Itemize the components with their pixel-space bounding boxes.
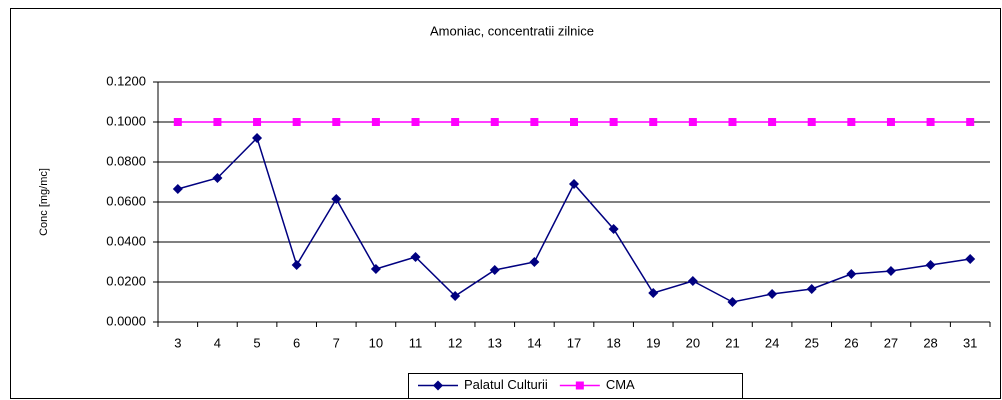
data-point [847, 118, 856, 126]
y-tick-label: 0.1200 [106, 73, 146, 88]
data-point [965, 254, 976, 264]
data-point [173, 118, 182, 126]
data-point [609, 118, 618, 126]
data-point [370, 264, 381, 274]
data-point [489, 265, 500, 275]
data-point [649, 118, 658, 126]
chart-title: Amoniac, concentratii zilnice [430, 23, 594, 38]
data-point [768, 118, 777, 126]
data-point [291, 260, 302, 270]
data-point [292, 118, 301, 126]
data-point [728, 118, 737, 126]
data-point [966, 118, 975, 126]
y-axis-label: Conc [mg/mc] [38, 168, 50, 236]
x-tick-label: 28 [923, 335, 937, 350]
legend-marker [433, 380, 443, 391]
data-point [253, 118, 262, 126]
data-point [885, 266, 896, 276]
y-tick-label: 0.1000 [106, 113, 146, 128]
x-tick-label: 20 [686, 335, 700, 350]
data-point [529, 257, 540, 267]
data-point [252, 133, 263, 143]
x-tick-label: 19 [646, 335, 660, 350]
x-tick-label: 11 [409, 335, 423, 350]
data-point [608, 224, 619, 234]
data-point [648, 288, 659, 298]
data-point [569, 179, 579, 189]
data-point [846, 269, 857, 279]
data-point [767, 289, 778, 299]
x-tick-label: 14 [527, 335, 541, 350]
y-tick-label: 0.0400 [106, 233, 146, 248]
data-point [806, 284, 817, 294]
data-point [490, 118, 499, 126]
x-tick-label: 10 [369, 335, 383, 350]
y-tick-label: 0.0600 [106, 193, 146, 208]
x-tick-label: 3 [174, 335, 181, 350]
data-point [450, 291, 461, 301]
x-tick-label: 4 [214, 335, 221, 350]
x-tick-label: 12 [448, 335, 462, 350]
y-tick-label: 0.0000 [106, 313, 146, 328]
x-tick-label: 18 [606, 335, 620, 350]
data-point [212, 173, 223, 183]
x-tick-label: 31 [963, 335, 977, 350]
data-point [213, 118, 222, 126]
x-tick-label: 7 [333, 335, 340, 350]
data-point [925, 260, 936, 270]
data-point [530, 118, 539, 126]
data-point [688, 118, 697, 126]
data-point [807, 118, 816, 126]
x-tick-label: 21 [725, 335, 739, 350]
data-point [451, 118, 460, 126]
x-tick-label: 13 [488, 335, 502, 350]
x-tick-label: 6 [293, 335, 300, 350]
x-tick-label: 17 [567, 335, 581, 350]
data-point [926, 118, 935, 126]
x-tick-label: 27 [884, 335, 898, 350]
y-tick-label: 0.0200 [106, 273, 146, 288]
legend-label: Palatul Culturii [464, 377, 548, 392]
data-point [570, 118, 578, 126]
data-point [411, 118, 420, 126]
data-point [687, 276, 698, 286]
data-point [332, 118, 341, 126]
chart-frame [10, 8, 1001, 399]
data-point [371, 118, 380, 126]
x-tick-label: 25 [804, 335, 818, 350]
x-tick-label: 5 [253, 335, 260, 350]
y-tick-label: 0.0800 [106, 153, 146, 168]
legend-marker [575, 381, 584, 390]
data-point [886, 118, 895, 126]
x-tick-label: 26 [844, 335, 858, 350]
data-point [172, 184, 183, 194]
legend-label: CMA [606, 377, 635, 392]
data-point [727, 297, 738, 307]
x-tick-label: 24 [765, 335, 779, 350]
data-point [331, 194, 342, 204]
data-point [410, 252, 421, 262]
